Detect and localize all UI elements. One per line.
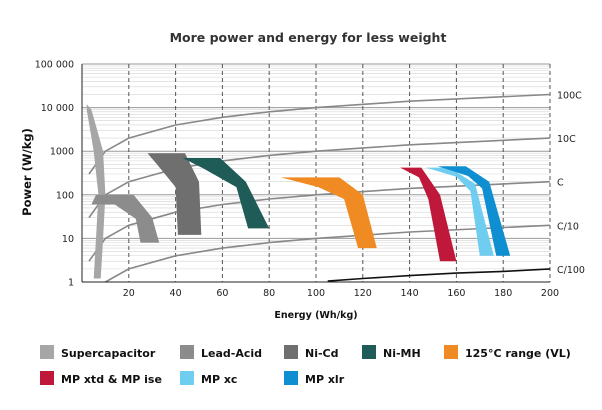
rate-line-c-10 bbox=[105, 224, 551, 283]
region-125-c-range-vl bbox=[280, 177, 377, 249]
region-mp-xc bbox=[426, 167, 494, 256]
x-tick-label: 80 bbox=[263, 288, 275, 299]
x-tick-label: 120 bbox=[354, 288, 372, 299]
rate-label-c-100: C/100 bbox=[557, 265, 585, 276]
x-tick-label: 180 bbox=[494, 288, 512, 299]
chemistry-regions bbox=[86, 104, 511, 279]
region-supercapacitor bbox=[86, 104, 106, 279]
rate-line-100c bbox=[88, 93, 551, 175]
x-tick-label: 160 bbox=[447, 288, 465, 299]
legend-item-lead-acid: Lead-Acid bbox=[180, 345, 262, 360]
legend: Supercapacitor Lead-Acid Ni-Cd Ni-MH 125°C r… bbox=[40, 345, 571, 386]
legend-label: Supercapacitor bbox=[61, 347, 156, 360]
region-ni-mh bbox=[182, 158, 270, 229]
x-axis-label: Energy (Wh/kg) bbox=[274, 310, 357, 321]
legend-label: Ni-MH bbox=[383, 347, 421, 360]
rate-line-c bbox=[88, 180, 551, 262]
legend-swatch bbox=[40, 371, 54, 385]
legend-item-mp-xc: MP xc bbox=[180, 371, 237, 386]
axes: 1 10 100 1000 10 000 100 000 20 40 60 80 100 120 140… bbox=[35, 60, 559, 300]
legend-label: Lead-Acid bbox=[201, 347, 262, 360]
legend-label: 125°C range (VL) bbox=[465, 347, 571, 360]
y-tick-label: 10 000 bbox=[41, 103, 74, 114]
y-axis-label: Power (W/kg) bbox=[20, 128, 34, 216]
chart-title: More power and energy for less weight bbox=[170, 30, 447, 45]
region-lead-acid bbox=[91, 194, 160, 243]
rate-label-c-10: C/10 bbox=[557, 221, 579, 232]
legend-swatch bbox=[284, 345, 298, 359]
legend-label: MP xc bbox=[201, 373, 237, 386]
y-tick-label: 1 bbox=[68, 278, 74, 289]
x-tick-label: 140 bbox=[401, 288, 419, 299]
legend-swatch bbox=[180, 371, 194, 385]
y-tick-label: 10 bbox=[62, 234, 74, 245]
y-tick-label: 100 000 bbox=[35, 60, 74, 71]
legend-swatch bbox=[284, 371, 298, 385]
legend-swatch bbox=[362, 345, 376, 359]
rate-label-10c: 10C bbox=[557, 134, 576, 145]
legend-item-supercapacitor: Supercapacitor bbox=[40, 345, 156, 360]
legend-item-125-c-range-vl: 125°C range (VL) bbox=[444, 345, 571, 360]
legend-label: MP xtd & MP ise bbox=[61, 373, 162, 386]
x-tick-label: 20 bbox=[123, 288, 135, 299]
legend-label: MP xlr bbox=[305, 373, 345, 386]
region-mp-xtd-mp-ise bbox=[400, 167, 457, 262]
legend-swatch bbox=[40, 345, 54, 359]
legend-label: Ni-Cd bbox=[305, 347, 339, 360]
x-tick-label: 200 bbox=[541, 288, 559, 299]
region-mp-xlr bbox=[437, 166, 511, 256]
x-tick-label: 100 bbox=[307, 288, 325, 299]
legend-swatch bbox=[180, 345, 194, 359]
x-tick-label: 60 bbox=[216, 288, 228, 299]
x-tick-label: 40 bbox=[170, 288, 182, 299]
rate-line-c-100 bbox=[327, 268, 551, 282]
y-tick-label: 100 bbox=[56, 190, 74, 201]
y-tick-label: 1000 bbox=[50, 147, 74, 158]
rate-label-100c: 100C bbox=[557, 90, 582, 101]
legend-item-ni-cd: Ni-Cd bbox=[284, 345, 339, 360]
rate-label-c: C bbox=[557, 178, 564, 189]
legend-item-mp-xtd-mp-ise: MP xtd & MP ise bbox=[40, 371, 162, 386]
region-ni-cd bbox=[147, 153, 202, 235]
legend-item-mp-xlr: MP xlr bbox=[284, 371, 345, 386]
legend-swatch bbox=[444, 345, 458, 359]
legend-item-ni-mh: Ni-MH bbox=[362, 345, 421, 360]
